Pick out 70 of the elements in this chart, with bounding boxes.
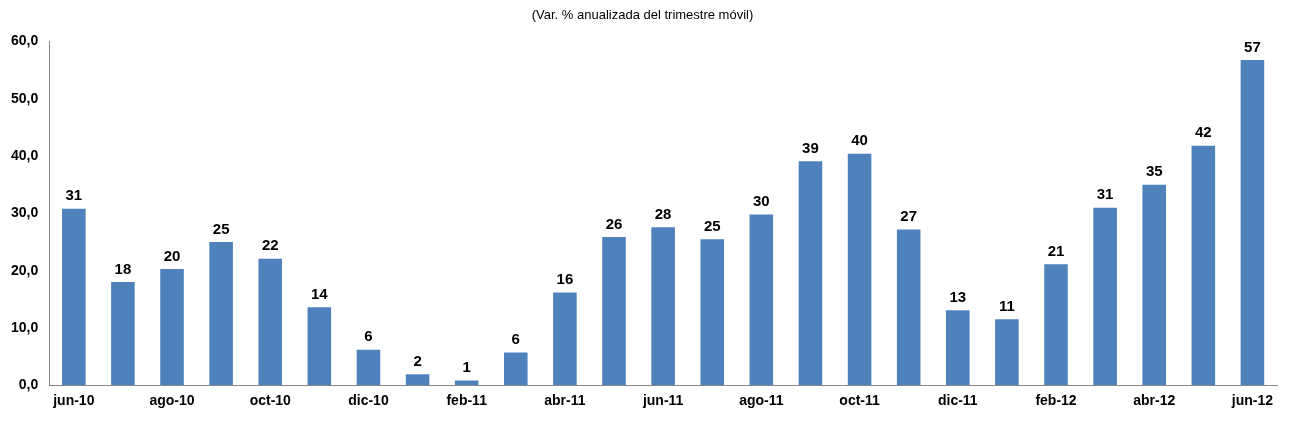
y-tick-label: 30,0 [11, 204, 39, 221]
x-tick-label: ago-11 [739, 392, 784, 409]
data-label: 40 [851, 131, 868, 149]
bar [995, 319, 1019, 386]
x-tick-label: oct-11 [839, 392, 881, 409]
x-tick-label: dic-10 [348, 392, 389, 409]
y-tick-label: 10,0 [11, 318, 39, 335]
data-label: 26 [605, 214, 623, 232]
data-label: 31 [1096, 185, 1114, 203]
bar [1240, 59, 1265, 386]
bar [209, 242, 233, 386]
bar [602, 236, 626, 386]
data-label: 1 [462, 358, 471, 376]
bar [1191, 145, 1216, 386]
data-label: 39 [802, 138, 819, 156]
bar [258, 258, 283, 386]
y-tick-label: 40,0 [11, 146, 39, 163]
data-label: 20 [163, 246, 181, 264]
x-tick-label: jun-12 [1230, 392, 1274, 409]
bar [405, 374, 430, 386]
data-label: 14 [311, 284, 329, 302]
bar [553, 292, 577, 386]
data-label: 13 [949, 287, 967, 305]
data-label: 35 [1145, 162, 1163, 180]
data-label: 6 [364, 327, 373, 345]
bar [1044, 264, 1068, 386]
data-label: 30 [753, 192, 770, 210]
y-tick-label: 20,0 [11, 261, 39, 278]
y-tick-label: 50,0 [11, 89, 39, 106]
x-tick-label: feb-12 [1035, 392, 1077, 409]
y-tick-label: 60,0 [11, 32, 39, 49]
bar [798, 161, 823, 386]
data-label: 2 [413, 351, 422, 369]
x-tick-label: abr-11 [544, 392, 586, 409]
bar [504, 352, 528, 386]
bar [62, 208, 86, 386]
bar [896, 229, 921, 386]
x-tick-label: jun-10 [52, 392, 95, 409]
y-tick-label: 0,0 [18, 376, 39, 393]
x-tick-label: abr-12 [1133, 392, 1176, 409]
data-label: 22 [261, 236, 279, 254]
bar [847, 153, 872, 386]
bar [651, 227, 675, 386]
bar [749, 214, 774, 386]
x-tick-label: oct-10 [249, 392, 292, 409]
data-label: 18 [114, 259, 132, 277]
bar [700, 239, 725, 386]
bar [307, 307, 332, 386]
bar [111, 282, 135, 386]
data-label: 21 [1047, 242, 1065, 260]
data-label: 25 [703, 216, 721, 234]
data-label: 57 [1244, 37, 1261, 55]
bar [1093, 207, 1117, 386]
bar [946, 310, 970, 386]
x-tick-label: ago-10 [149, 392, 195, 409]
bar [160, 268, 184, 386]
data-label: 27 [900, 207, 918, 225]
x-tick-label: feb-11 [446, 392, 488, 409]
data-label: 25 [212, 219, 230, 237]
x-tick-label: dic-11 [937, 392, 978, 409]
x-tick-label: jun-11 [641, 392, 684, 409]
data-label: 42 [1194, 123, 1212, 141]
chart-title: (Var. % anualizada del trimestre móvil) [531, 7, 754, 23]
data-label: 6 [511, 330, 520, 348]
data-label: 11 [998, 296, 1015, 314]
data-label: 31 [65, 186, 83, 204]
data-label: 16 [556, 270, 574, 288]
bar [1142, 184, 1167, 386]
data-label: 28 [654, 204, 672, 222]
bar [356, 349, 381, 386]
